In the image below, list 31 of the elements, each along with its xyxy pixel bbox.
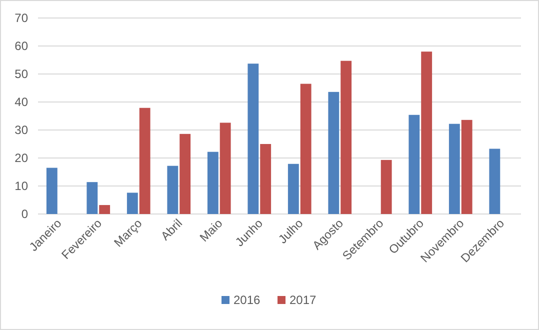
y-tick-label: 0 bbox=[21, 207, 28, 222]
y-tick-label: 40 bbox=[14, 95, 28, 110]
bar bbox=[288, 164, 299, 214]
legend-label: 2016 bbox=[234, 293, 261, 307]
bar bbox=[260, 144, 272, 214]
y-tick-label: 30 bbox=[14, 123, 28, 138]
bar bbox=[180, 134, 191, 214]
bar bbox=[99, 205, 110, 214]
bar bbox=[489, 148, 500, 214]
bar bbox=[167, 166, 178, 214]
legend-label: 2017 bbox=[290, 293, 317, 307]
bar bbox=[421, 52, 432, 214]
bar bbox=[408, 114, 420, 214]
bar bbox=[248, 64, 259, 214]
bar bbox=[300, 84, 312, 214]
y-tick-label: 50 bbox=[14, 67, 28, 82]
bar bbox=[461, 120, 472, 214]
bar bbox=[448, 124, 460, 214]
y-tick-label: 70 bbox=[14, 11, 28, 26]
bar bbox=[86, 182, 98, 214]
bar bbox=[328, 92, 340, 214]
bar bbox=[126, 192, 138, 214]
y-tick-label: 20 bbox=[14, 151, 28, 166]
bar bbox=[139, 108, 150, 214]
bar bbox=[207, 152, 218, 214]
bar bbox=[380, 160, 392, 214]
bar bbox=[340, 60, 352, 214]
bar bbox=[46, 168, 58, 214]
bar bbox=[220, 122, 231, 214]
y-tick-label: 60 bbox=[14, 39, 28, 54]
y-tick-label: 10 bbox=[14, 179, 28, 194]
